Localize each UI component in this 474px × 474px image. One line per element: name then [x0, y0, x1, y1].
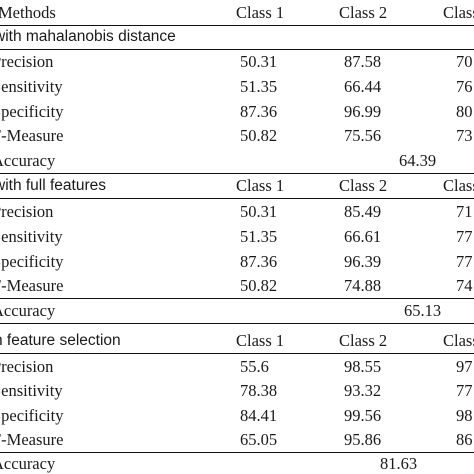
metric-label: Sensitivity — [0, 227, 63, 246]
class2-header: Class 2 — [339, 331, 388, 350]
class1-header: Class 1 — [236, 176, 285, 195]
table-row: Sensitivity 51.35 66.44 76 — [0, 75, 474, 99]
section-divider — [0, 173, 474, 174]
section-title-row: with full features Class 1 Class 2 Class… — [0, 174, 474, 198]
class2-value: 99.56 — [344, 406, 382, 425]
class1-value: 51.35 — [240, 227, 278, 246]
class2-value: 85.49 — [344, 202, 382, 221]
class3-header: Class 3 — [443, 176, 474, 195]
section-title-row: with mahalanobis distance — [0, 25, 474, 49]
metric-label: Specificity — [0, 102, 64, 121]
class2-value: 75.56 — [344, 126, 382, 145]
metric-label: Sensitivity — [0, 381, 63, 400]
class1-value: 50.82 — [240, 126, 278, 145]
table-row: Specificity 87.36 96.99 80 — [0, 100, 474, 124]
section-title-row: n feature selection Class 1 Class 2 Clas… — [0, 329, 474, 353]
class2-value: 96.39 — [344, 252, 382, 271]
class3-value: 86 — [456, 430, 473, 449]
class2-header: Class 2 — [339, 176, 388, 195]
class1-value: 50.82 — [240, 276, 278, 295]
class3-value: 74 — [456, 276, 473, 295]
metric-label: Specificity — [0, 406, 64, 425]
table-row: F-Measure 50.82 75.56 73 — [0, 124, 474, 148]
class1-value: 78.38 — [240, 381, 278, 400]
metric-label: Sensitivity — [0, 77, 63, 96]
section-title: with full features — [0, 177, 106, 194]
class1-value: 87.36 — [240, 252, 278, 271]
class3-value: 71 — [456, 202, 473, 221]
class1-value: 51.35 — [240, 77, 278, 96]
class3-value: 73 — [456, 126, 473, 145]
class3-header: Class 3 — [443, 3, 474, 22]
table-row: Specificity 87.36 96.39 77 — [0, 250, 474, 274]
class3-header: Class 3 — [443, 331, 474, 350]
class1-value: 65.05 — [240, 430, 278, 449]
table-row: Sensitivity 51.35 66.61 77 — [0, 225, 474, 249]
metric-label: F-Measure — [0, 126, 64, 145]
class3-value: 77 — [456, 227, 473, 246]
metric-label: Precision — [0, 357, 54, 376]
class2-value: 66.61 — [344, 227, 382, 246]
class2-value: 96.99 — [344, 102, 382, 121]
table-row: F-Measure 65.05 95.86 86 — [0, 428, 474, 452]
metric-label: F-Measure — [0, 276, 64, 295]
accuracy-value: 65.13 — [404, 301, 442, 320]
row-divider — [0, 298, 474, 299]
table-row: Precision 50.31 87.58 70 — [0, 50, 474, 74]
accuracy-label: Accuracy — [0, 301, 56, 320]
table-row: Precision 55.6 98.55 97 — [0, 355, 474, 379]
metric-label: Precision — [0, 52, 54, 71]
class3-value: 70 — [456, 52, 473, 71]
class3-value: 77 — [456, 381, 473, 400]
class1-value: 55.6 — [240, 357, 269, 376]
class2-value: 87.58 — [344, 52, 382, 71]
class3-value: 77 — [456, 252, 473, 271]
class2-value: 93.32 — [344, 381, 382, 400]
class3-value: 76 — [456, 77, 473, 96]
section-divider — [0, 49, 474, 50]
class1-value: 50.31 — [240, 52, 278, 71]
accuracy-label: Accuracy — [0, 151, 56, 170]
accuracy-row: Accuracy 65.13 — [0, 299, 474, 323]
accuracy-row: Accuracy 81.63 — [0, 452, 474, 474]
methods-header: Methods — [0, 3, 56, 22]
class2-value: 74.88 — [344, 276, 382, 295]
class1-value: 87.36 — [240, 102, 278, 121]
section-divider — [0, 323, 474, 324]
accuracy-row: Accuracy 64.39 — [0, 149, 474, 173]
class3-value: 98 — [456, 406, 473, 425]
section-divider — [0, 198, 474, 199]
header-divider — [0, 25, 474, 26]
class2-header: Class 2 — [339, 3, 388, 22]
section-title: with mahalanobis distance — [0, 28, 176, 45]
class3-value: 97 — [456, 357, 473, 376]
accuracy-value: 64.39 — [399, 151, 437, 170]
class2-value: 98.55 — [344, 357, 382, 376]
section-divider — [0, 353, 474, 354]
metric-label: Precision — [0, 202, 54, 221]
table-row: Specificity 84.41 99.56 98 — [0, 404, 474, 428]
table-header-row: Methods Class 1 Class 2 Class 3 — [0, 1, 474, 25]
accuracy-label: Accuracy — [0, 454, 56, 473]
class1-value: 84.41 — [240, 406, 278, 425]
class1-value: 50.31 — [240, 202, 278, 221]
section-title: n feature selection — [0, 332, 121, 349]
metric-label: F-Measure — [0, 430, 64, 449]
table-row: Precision 50.31 85.49 71 — [0, 200, 474, 224]
accuracy-value: 81.63 — [380, 454, 418, 473]
row-divider — [0, 452, 474, 453]
class1-header: Class 1 — [236, 331, 285, 350]
metric-label: Specificity — [0, 252, 64, 271]
table-row: F-Measure 50.82 74.88 74 — [0, 274, 474, 298]
class1-header: Class 1 — [236, 3, 285, 22]
class2-value: 66.44 — [344, 77, 382, 96]
table-row: Sensitivity 78.38 93.32 77 — [0, 379, 474, 403]
class2-value: 95.86 — [344, 430, 382, 449]
class3-value: 80 — [456, 102, 473, 121]
